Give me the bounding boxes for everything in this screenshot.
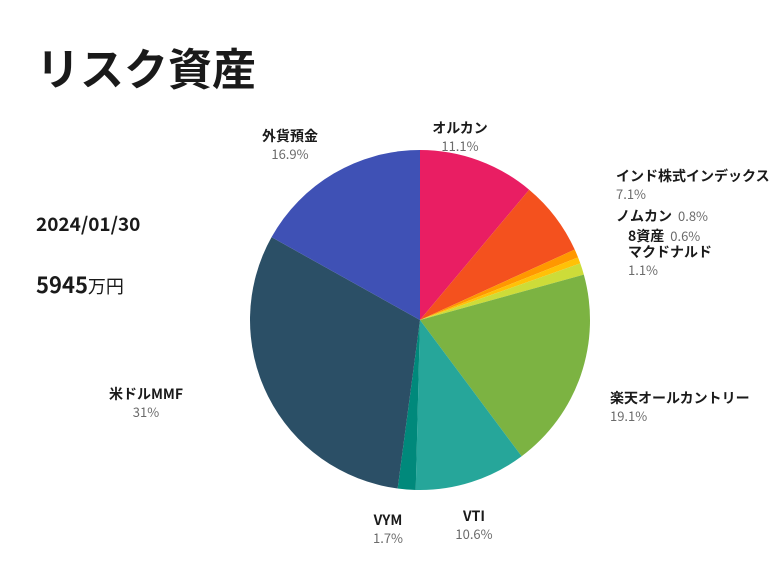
slice-label-name: 楽天オールカントリー xyxy=(610,390,750,408)
slice-label: マクドナルド1.1% xyxy=(628,244,712,278)
slice-label-name: 米ドルMMF xyxy=(109,386,183,404)
slice-label: VYM1.7% xyxy=(373,512,403,546)
slice-label: 米ドルMMF31% xyxy=(109,386,183,420)
pie-chart xyxy=(0,0,780,585)
slice-label-pct: 16.9% xyxy=(262,146,318,162)
slice-label-name: マクドナルド xyxy=(628,244,712,262)
slice-label-pct: 19.1% xyxy=(610,408,750,424)
slice-label: VTI10.6% xyxy=(455,508,492,542)
slice-label-pct: 1.1% xyxy=(628,262,712,278)
slice-label-pct: 31% xyxy=(109,404,183,420)
slice-label: ノムカン 0.8% xyxy=(616,204,708,226)
slice-label-pct: 7.1% xyxy=(616,186,770,202)
slice-label-name: インド株式インデックス xyxy=(616,168,770,186)
slice-label: 楽天オールカントリー19.1% xyxy=(610,390,750,424)
slice-label: インド株式インデックス7.1% xyxy=(616,168,770,202)
slice-label-pct: 1.7% xyxy=(373,530,403,546)
slice-label-pct: 11.1% xyxy=(432,138,488,154)
slice-label-name: VTI xyxy=(455,508,492,526)
slice-label-name: VYM xyxy=(373,512,403,530)
slice-label-name: ノムカン xyxy=(616,206,672,226)
slice-label-name: オルカン xyxy=(432,120,488,138)
slice-label-pct: 10.6% xyxy=(455,526,492,542)
slice-label: 外貨預金16.9% xyxy=(262,128,318,162)
slice-label-name: 外貨預金 xyxy=(262,128,318,146)
slice-label-pct: 0.8% xyxy=(678,206,708,225)
slice-label: オルカン11.1% xyxy=(432,120,488,154)
